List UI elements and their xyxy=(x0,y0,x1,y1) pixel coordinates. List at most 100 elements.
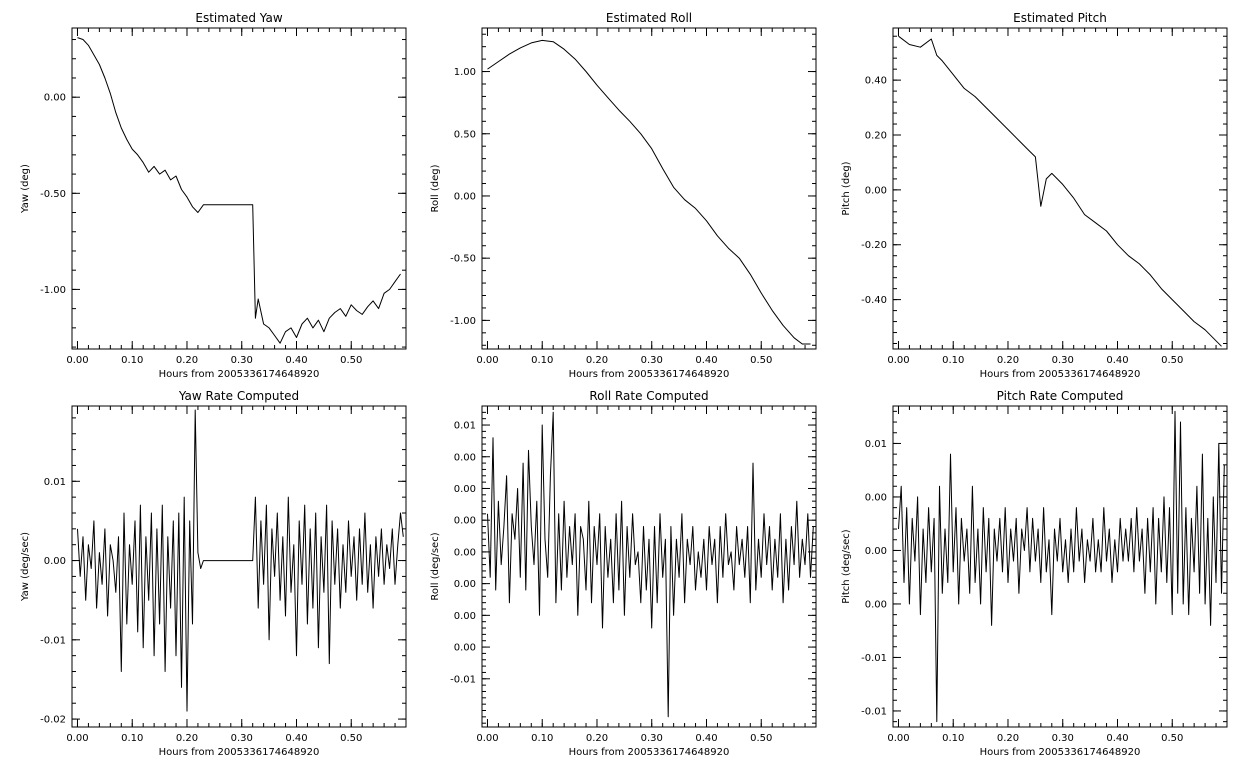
x-tick-label: 0.10 xyxy=(942,355,964,366)
panel-1: Estimated Yaw Hours from 2005336174648920… xyxy=(20,11,407,380)
y-tick-label: -0.02 xyxy=(40,715,66,726)
chart-title: Pitch Rate Computed xyxy=(997,389,1124,403)
x-tick-label: 0.10 xyxy=(942,733,964,744)
x-tick-label: 0.20 xyxy=(997,733,1019,744)
x-tick-label: 0.30 xyxy=(641,355,663,366)
x-tick-label: 0.50 xyxy=(340,355,362,366)
y-tick-label: 0.00 xyxy=(454,516,476,527)
x-tick-label: 0.20 xyxy=(997,355,1019,366)
y-tick-label: 0.00 xyxy=(44,93,66,104)
y-axis-label: Roll (deg) xyxy=(430,164,441,212)
panel-5: Roll Rate Computed Hours from 20053361746… xyxy=(430,389,817,758)
x-tick-label: 0.00 xyxy=(476,733,498,744)
y-axis-label: Pitch (deg) xyxy=(841,161,852,215)
y-tick-label: 0.00 xyxy=(454,643,476,654)
x-tick-label: 0.40 xyxy=(1106,355,1128,366)
x-tick-label: 0.00 xyxy=(887,733,909,744)
x-tick-label: 0.50 xyxy=(1161,733,1183,744)
plot-frame xyxy=(71,405,407,728)
chart-title: Yaw Rate Computed xyxy=(178,389,299,403)
y-tick-label: 0.50 xyxy=(454,129,476,140)
x-tick-label: 0.20 xyxy=(586,733,608,744)
plot-frame xyxy=(892,27,1228,350)
x-tick-label: 0.20 xyxy=(176,355,198,366)
y-tick-label: -1.00 xyxy=(40,285,66,296)
y-tick-label: -0.40 xyxy=(861,295,887,306)
chart-title: Estimated Pitch xyxy=(1013,11,1107,25)
series-line xyxy=(77,409,404,712)
y-tick-label: -0.01 xyxy=(40,635,66,646)
x-tick-label: 0.30 xyxy=(1052,355,1074,366)
plot-frame xyxy=(481,27,817,350)
series-line xyxy=(487,411,814,718)
series-line xyxy=(487,39,811,345)
y-tick-label: 0.00 xyxy=(865,546,887,557)
y-tick-label: 0.00 xyxy=(865,185,887,196)
x-axis-label: Hours from 2005336174648920 xyxy=(569,747,730,758)
y-axis-label: Pitch (deg/sec) xyxy=(841,529,852,604)
y-tick-label: 0.20 xyxy=(865,131,887,142)
y-tick-label: 0.00 xyxy=(865,599,887,610)
plot-frame xyxy=(481,405,817,728)
y-tick-label: 0.01 xyxy=(865,439,887,450)
panel-4: Yaw Rate Computed Hours from 200533617464… xyxy=(20,389,407,758)
x-tick-label: 0.40 xyxy=(695,733,717,744)
y-tick-label: -0.50 xyxy=(40,189,66,200)
x-tick-label: 0.20 xyxy=(176,733,198,744)
y-axis-label: Yaw (deg) xyxy=(20,164,31,214)
y-tick-label: 0.00 xyxy=(454,484,476,495)
y-tick-label: -0.01 xyxy=(450,674,476,685)
x-tick-label: 0.30 xyxy=(1052,733,1074,744)
y-tick-label: 0.00 xyxy=(44,556,66,567)
x-tick-label: 0.00 xyxy=(66,355,88,366)
x-axis-label: Hours from 2005336174648920 xyxy=(980,369,1141,380)
x-axis-label: Hours from 2005336174648920 xyxy=(159,369,320,380)
panel-6: Pitch Rate Computed Hours from 2005336174… xyxy=(841,389,1228,758)
y-tick-label: 0.40 xyxy=(865,76,887,87)
y-tick-label: 0.00 xyxy=(454,452,476,463)
x-tick-label: 0.10 xyxy=(531,733,553,744)
chart-title: Estimated Yaw xyxy=(195,11,282,25)
y-tick-label: 0.00 xyxy=(454,547,476,558)
x-tick-label: 0.10 xyxy=(121,355,143,366)
y-tick-label: 0.00 xyxy=(865,492,887,503)
x-tick-label: 0.30 xyxy=(641,733,663,744)
x-tick-label: 0.20 xyxy=(586,355,608,366)
x-axis-label: Hours from 2005336174648920 xyxy=(980,747,1141,758)
x-tick-label: 0.00 xyxy=(66,733,88,744)
x-tick-label: 0.00 xyxy=(476,355,498,366)
x-tick-label: 0.40 xyxy=(285,733,307,744)
x-tick-label: 0.10 xyxy=(121,733,143,744)
x-tick-label: 0.50 xyxy=(750,355,772,366)
x-tick-label: 0.50 xyxy=(1161,355,1183,366)
x-tick-label: 0.30 xyxy=(231,733,253,744)
x-tick-label: 0.10 xyxy=(531,355,553,366)
series-line xyxy=(898,410,1225,723)
y-tick-label: 0.00 xyxy=(454,579,476,590)
plot-frame xyxy=(892,405,1228,728)
x-tick-label: 0.00 xyxy=(887,355,909,366)
plot-frame xyxy=(71,27,407,350)
y-axis-label: Roll (deg/sec) xyxy=(430,532,441,600)
y-tick-label: 1.00 xyxy=(454,67,476,78)
y-tick-label: 0.01 xyxy=(454,421,476,432)
y-tick-label: 0.01 xyxy=(44,477,66,488)
x-axis-label: Hours from 2005336174648920 xyxy=(569,369,730,380)
series-line xyxy=(77,37,401,344)
x-tick-label: 0.30 xyxy=(231,355,253,366)
y-tick-label: -0.01 xyxy=(861,653,887,664)
x-tick-label: 0.50 xyxy=(750,733,772,744)
x-tick-label: 0.40 xyxy=(285,355,307,366)
y-tick-label: -0.50 xyxy=(450,254,476,265)
y-tick-label: -0.01 xyxy=(861,706,887,717)
series-line xyxy=(898,35,1222,347)
chart-title: Estimated Roll xyxy=(606,11,692,25)
panel-3: Estimated Pitch Hours from 20053361746489… xyxy=(841,11,1228,380)
x-axis-label: Hours from 2005336174648920 xyxy=(159,747,320,758)
y-tick-label: -0.20 xyxy=(861,240,887,251)
x-tick-label: 0.40 xyxy=(695,355,717,366)
x-tick-label: 0.50 xyxy=(340,733,362,744)
y-axis-label: Yaw (deg/sec) xyxy=(20,532,31,602)
y-tick-label: 0.00 xyxy=(454,611,476,622)
